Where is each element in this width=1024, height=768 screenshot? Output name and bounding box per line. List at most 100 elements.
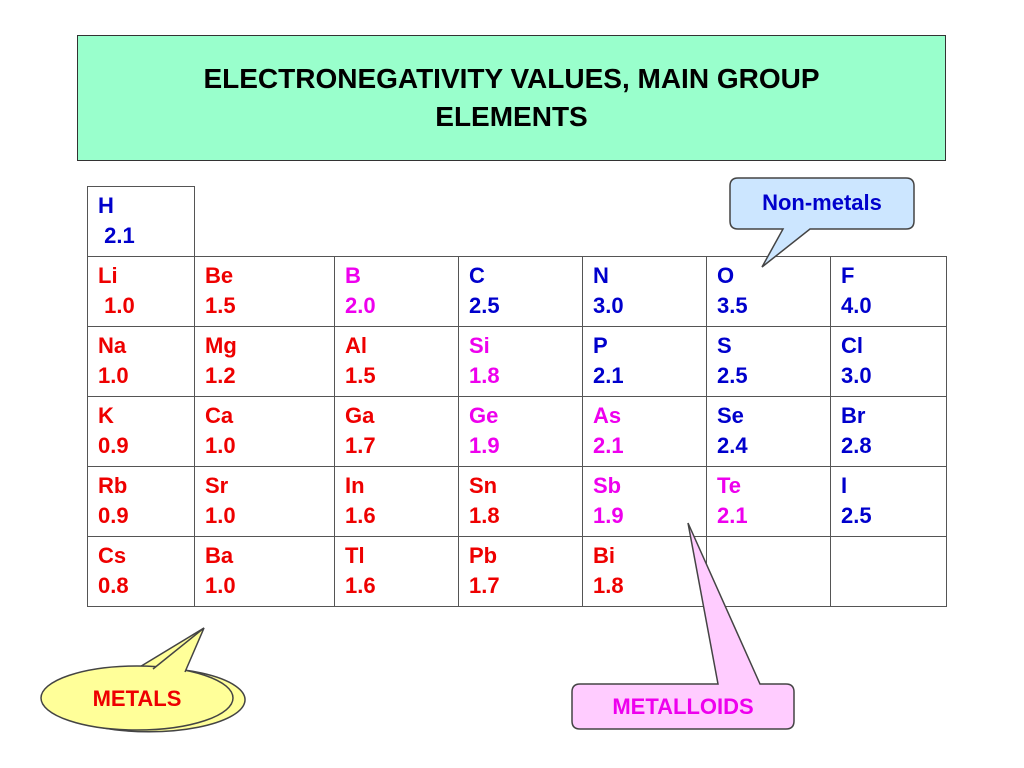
element-symbol: Pb xyxy=(469,543,498,568)
metalloids-callout-label: METALLOIDS xyxy=(612,694,754,719)
electronegativity-value: 1.8 xyxy=(593,573,624,598)
nonmetals-callout-shape xyxy=(729,177,915,268)
element-cell: Rb 0.9 xyxy=(87,466,195,537)
electronegativity-value: 2.5 xyxy=(841,503,872,528)
electronegativity-value: 1.5 xyxy=(205,293,236,318)
element-symbol: Si xyxy=(469,333,490,358)
electronegativity-value: 1.0 xyxy=(98,293,135,318)
table-row: Rb 0.9 Sr 1.0 In 1.6 Sn 1.8 Sb 1.9 Te 2.1 I 2.5 xyxy=(87,466,947,537)
element-symbol: Ge xyxy=(469,403,499,428)
electronegativity-value: 0.9 xyxy=(98,503,129,528)
electronegativity-value: 3.0 xyxy=(841,363,872,388)
electronegativity-value: 0.8 xyxy=(98,573,129,598)
element-symbol: Sr xyxy=(205,473,229,498)
metals-callout-label: METALS xyxy=(92,686,182,711)
element-symbol: Ca xyxy=(205,403,234,428)
element-symbol: K xyxy=(98,403,114,428)
element-cell: Cs 0.8 xyxy=(87,536,195,607)
element-cell: Ge 1.9 xyxy=(458,396,583,467)
electronegativity-value: 2.1 xyxy=(98,223,135,248)
element-cell: Al 1.5 xyxy=(334,326,459,397)
element-cell: Pb 1.7 xyxy=(458,536,583,607)
table-row: Cs 0.8 Ba 1.0 Tl 1.6 Pb 1.7 Bi 1.8 xyxy=(87,536,947,607)
electronegativity-value: 1.6 xyxy=(345,573,376,598)
element-cell: F 4.0 xyxy=(830,256,947,327)
electronegativity-value: 0.9 xyxy=(98,433,129,458)
electronegativity-value: 2.5 xyxy=(717,363,748,388)
electronegativity-value: 2.1 xyxy=(717,503,748,528)
element-symbol: Sb xyxy=(593,473,622,498)
element-cell: N 3.0 xyxy=(582,256,707,327)
electronegativity-value: 1.6 xyxy=(345,503,376,528)
element-cell: Ba 1.0 xyxy=(194,536,335,607)
electronegativity-value: 2.8 xyxy=(841,433,872,458)
element-cell: C 2.5 xyxy=(458,256,583,327)
element-symbol: I xyxy=(841,473,848,498)
element-cell: Br 2.8 xyxy=(830,396,947,467)
element-symbol: C xyxy=(469,263,485,288)
element-cell: O 3.5 xyxy=(706,256,831,327)
electronegativity-value: 1.0 xyxy=(205,503,236,528)
element-symbol: Rb xyxy=(98,473,128,498)
element-symbol: H xyxy=(98,193,114,218)
nonmetals-callout-label: Non-metals xyxy=(762,190,882,215)
element-symbol: Bi xyxy=(593,543,615,568)
electronegativity-value: 2.4 xyxy=(717,433,748,458)
element-symbol: Cs xyxy=(98,543,127,568)
element-cell: Se 2.4 xyxy=(706,396,831,467)
electronegativity-value: 1.8 xyxy=(469,363,500,388)
electronegativity-value: 1.0 xyxy=(98,363,129,388)
electronegativity-value: 1.0 xyxy=(205,573,236,598)
element-symbol: S xyxy=(717,333,732,358)
page-title: ELECTRONEGATIVITY VALUES, MAIN GROUP ELE… xyxy=(203,63,820,132)
electronegativity-value: 1.0 xyxy=(205,433,236,458)
element-cell: Cl 3.0 xyxy=(830,326,947,397)
element-symbol: Li xyxy=(98,263,118,288)
element-symbol: Tl xyxy=(345,543,365,568)
element-cell: Tl 1.6 xyxy=(334,536,459,607)
table-row: K 0.9 Ca 1.0 Ga 1.7 Ge 1.9 As 2.1 Se 2.4 Br 2.8 xyxy=(87,396,947,467)
title-box: ELECTRONEGATIVITY VALUES, MAIN GROUP ELE… xyxy=(77,35,946,161)
electronegativity-value: 1.7 xyxy=(469,573,500,598)
empty-cell xyxy=(830,536,947,607)
element-symbol: F xyxy=(841,263,855,288)
element-cell: Sn 1.8 xyxy=(458,466,583,537)
element-symbol: Cl xyxy=(841,333,863,358)
element-cell: Bi 1.8 xyxy=(582,536,707,607)
electronegativity-value: 1.5 xyxy=(345,363,376,388)
electronegativity-value: 1.8 xyxy=(469,503,500,528)
element-symbol: Sn xyxy=(469,473,498,498)
electronegativity-value: 3.5 xyxy=(717,293,748,318)
electronegativity-value: 1.9 xyxy=(593,503,624,528)
element-symbol: O xyxy=(717,263,735,288)
electronegativity-value: 2.0 xyxy=(345,293,376,318)
table-row: Li 1.0 Be 1.5 B 2.0 C 2.5 N 3.0 O 3.5 F 4.0 xyxy=(87,256,947,327)
element-cell: Si 1.8 xyxy=(458,326,583,397)
element-symbol: Be xyxy=(205,263,234,288)
element-cell: Ca 1.0 xyxy=(194,396,335,467)
metals-callout-pointer-edge xyxy=(152,627,205,673)
electronegativity-table: H 2.1 Li 1.0 Be 1.5 B 2.0 C 2.5 N 3.0 O 3.5 F 4.0 Na 1.… xyxy=(87,186,947,607)
electronegativity-value: 2.5 xyxy=(469,293,500,318)
element-symbol: Ga xyxy=(345,403,375,428)
metals-callout-ellipse xyxy=(40,665,234,731)
electronegativity-value: 1.2 xyxy=(205,363,236,388)
element-symbol: Te xyxy=(717,473,742,498)
element-symbol: In xyxy=(345,473,365,498)
element-cell: K 0.9 xyxy=(87,396,195,467)
element-cell: S 2.5 xyxy=(706,326,831,397)
electronegativity-value: 1.7 xyxy=(345,433,376,458)
element-cell: I 2.5 xyxy=(830,466,947,537)
electronegativity-value: 2.1 xyxy=(593,433,624,458)
metalloids-callout-shape xyxy=(571,522,795,730)
element-symbol: Br xyxy=(841,403,866,428)
element-symbol: As xyxy=(593,403,622,428)
element-symbol: Mg xyxy=(205,333,237,358)
element-symbol: Na xyxy=(98,333,127,358)
element-cell: Sr 1.0 xyxy=(194,466,335,537)
electronegativity-value: 1.9 xyxy=(469,433,500,458)
element-symbol: B xyxy=(345,263,361,288)
element-symbol: Se xyxy=(717,403,744,428)
element-cell: In 1.6 xyxy=(334,466,459,537)
